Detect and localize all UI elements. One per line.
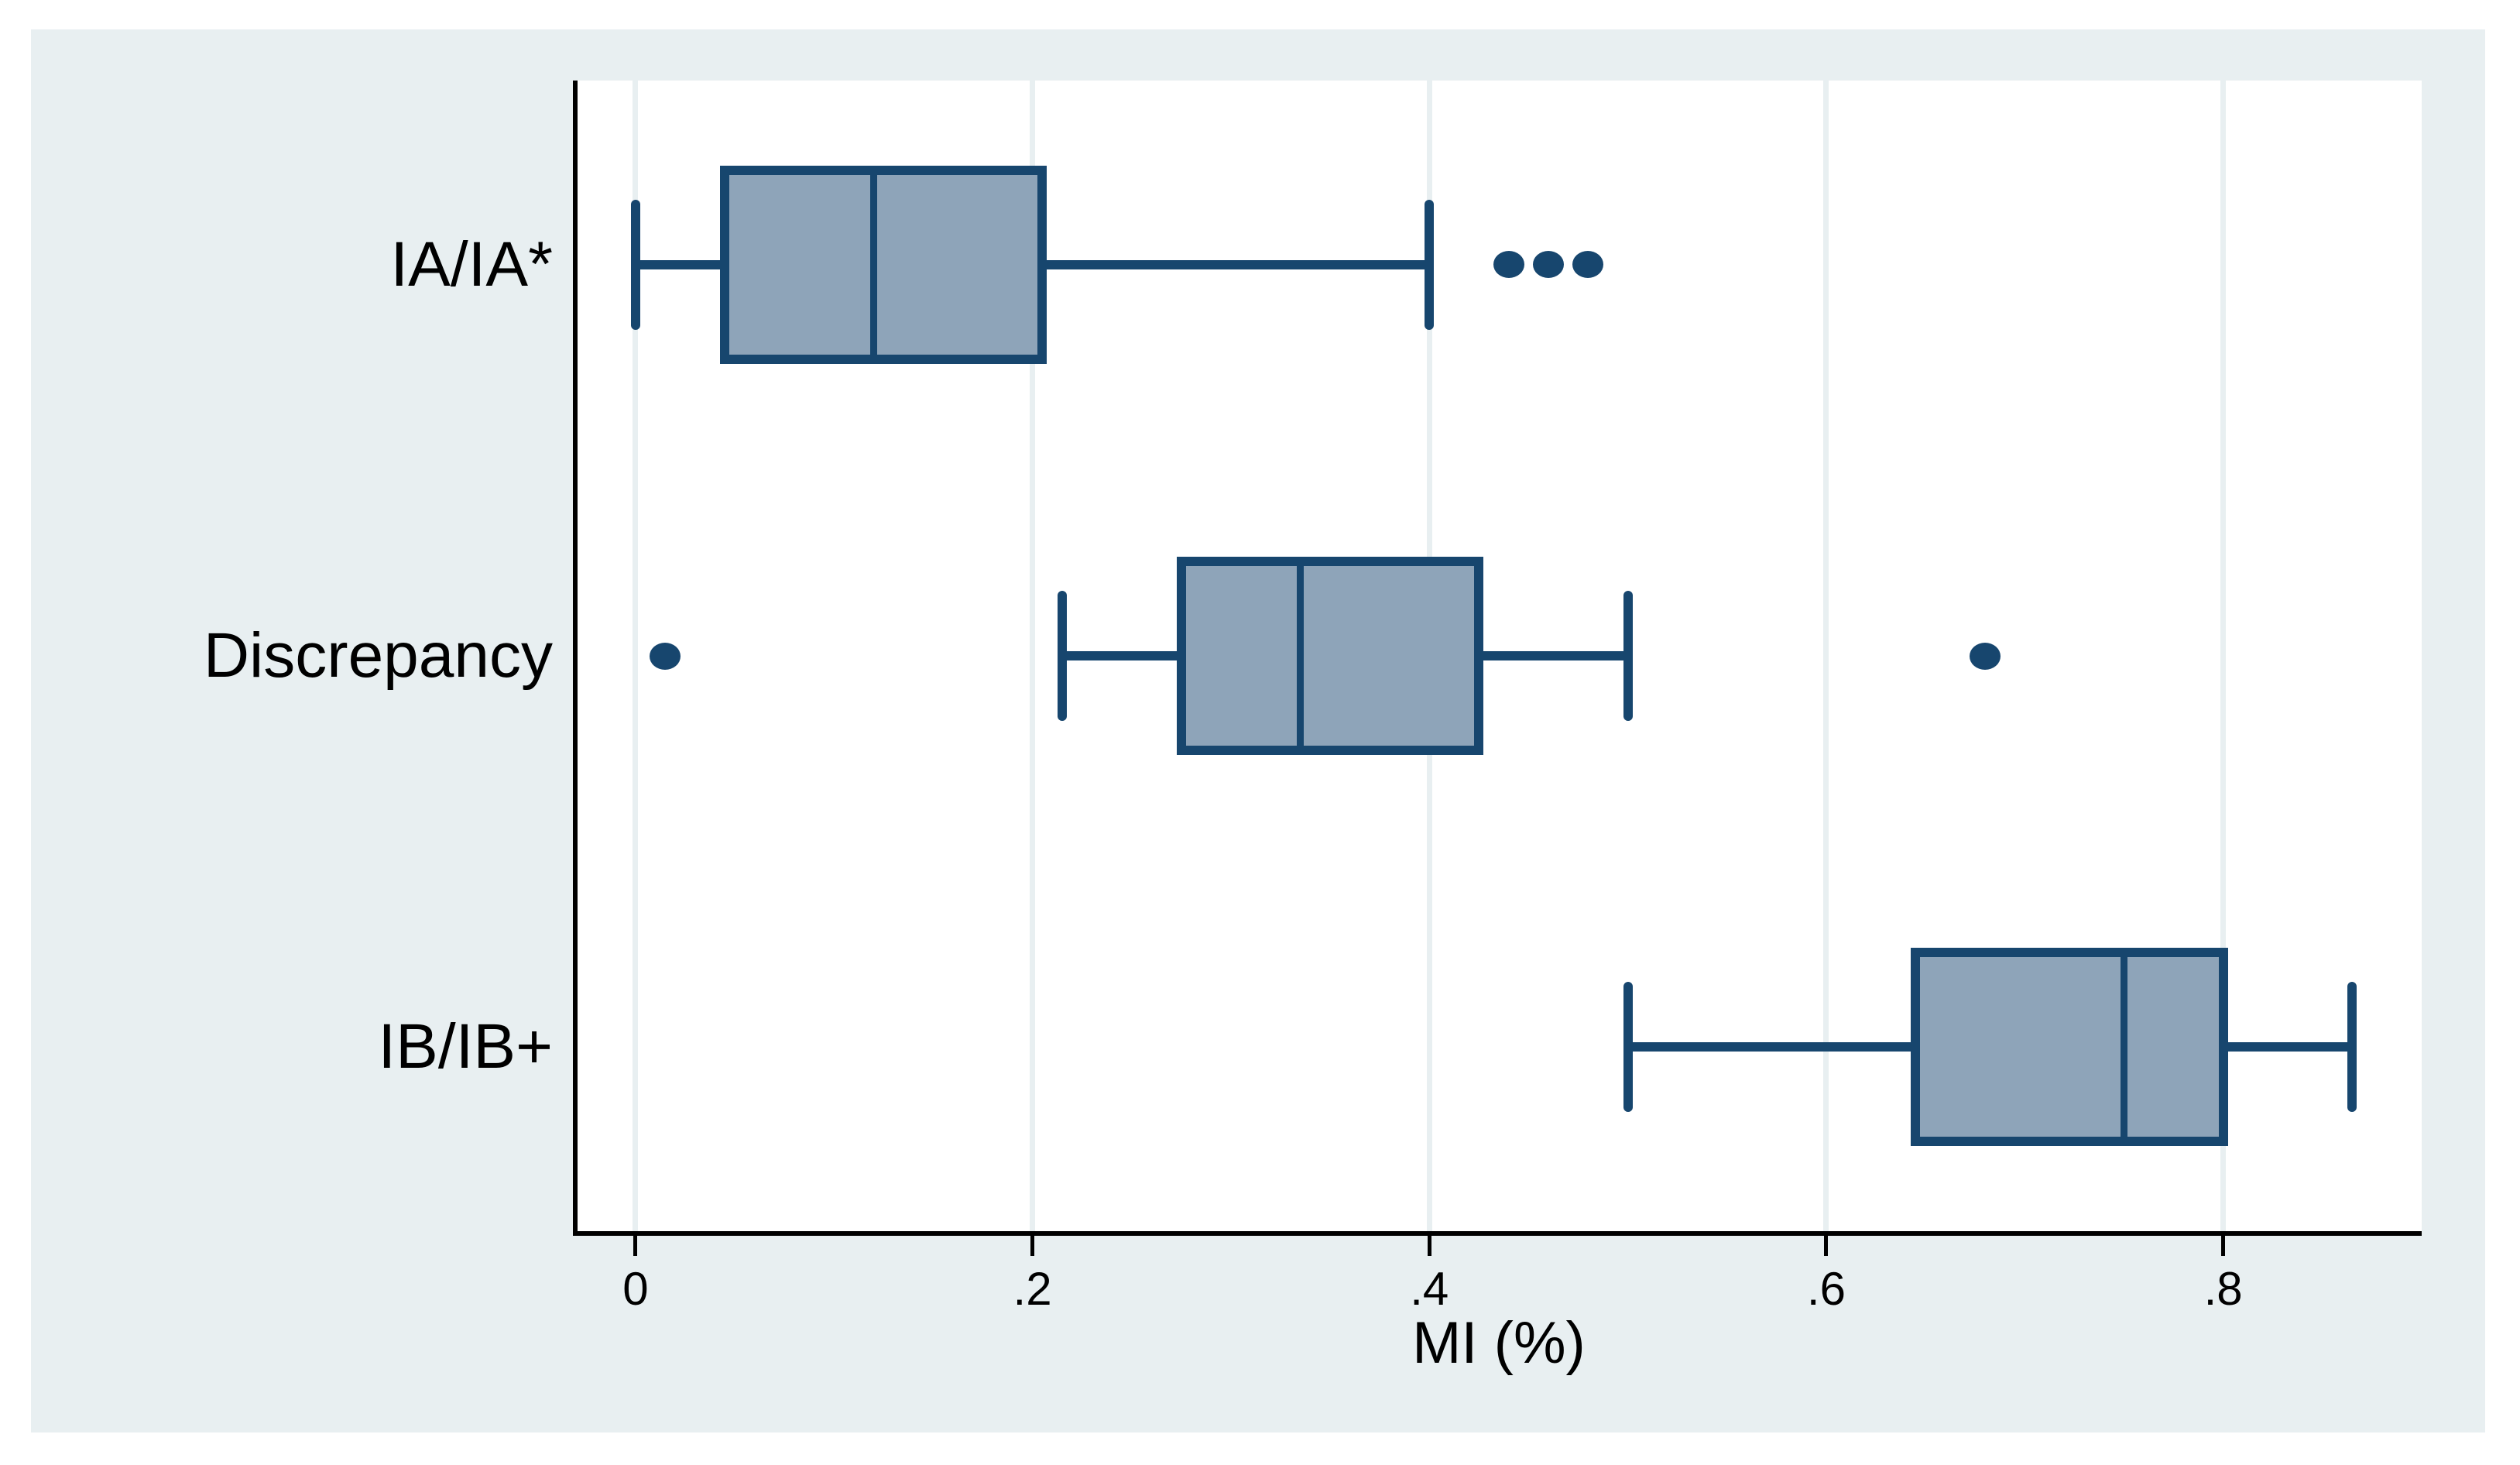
x-tick-mark [2221,1236,2226,1256]
x-tick-mark [1824,1236,1829,1256]
category-label: Discrepancy [203,620,553,691]
outlier-dot [650,642,681,670]
whisker-cap-high [1623,591,1633,721]
category-label: IB/IB+ [378,1011,553,1082]
whisker-cap-low [1058,591,1068,721]
gridline [633,81,639,1231]
outlier-dot [1493,251,1524,279]
whisker-cap-high [2347,982,2357,1113]
whisker-cap-high [1425,199,1435,330]
x-tick-label: .6 [1806,1263,1846,1315]
median-line [870,174,878,355]
gridline [2220,81,2227,1231]
plot-area [576,81,2422,1231]
whisker-line-low [1062,651,1181,660]
x-tick-label: .4 [1410,1263,1449,1315]
whisker-cap-low [630,199,640,330]
x-tick-label: .2 [1013,1263,1052,1315]
gridline [1030,81,1036,1231]
outlier-dot [1572,251,1604,279]
whisker-line-high [1479,651,1628,660]
outlier-dot [1970,642,2001,670]
category-label: IA/IA* [390,228,553,300]
x-tick-label: 0 [622,1263,649,1315]
median-line [2120,957,2127,1137]
whisker-line-high [1042,259,1430,269]
x-tick-mark [633,1236,638,1256]
median-line [1297,566,1305,746]
outlier-dot [1533,251,1565,279]
x-axis-line [573,1231,2422,1236]
x-axis-title: MI (%) [1412,1310,1586,1376]
x-tick-label: .8 [2203,1263,2243,1315]
iqr-box [1911,948,2228,1147]
whisker-line-low [1627,1042,1916,1052]
x-tick-mark [1030,1236,1035,1256]
whisker-line-high [2223,1042,2353,1052]
whisker-cap-low [1623,982,1633,1113]
gridline [1823,81,1829,1231]
whisker-line-low [635,259,725,269]
x-tick-mark [1427,1236,1431,1256]
graph-background: IA/IA* Discrepancy IB/IB+ 0 .2 .4 .6 .8 MI (%) [31,29,2485,1432]
iqr-box [720,165,1047,364]
y-axis-line [573,81,578,1236]
iqr-box [1176,557,1484,755]
